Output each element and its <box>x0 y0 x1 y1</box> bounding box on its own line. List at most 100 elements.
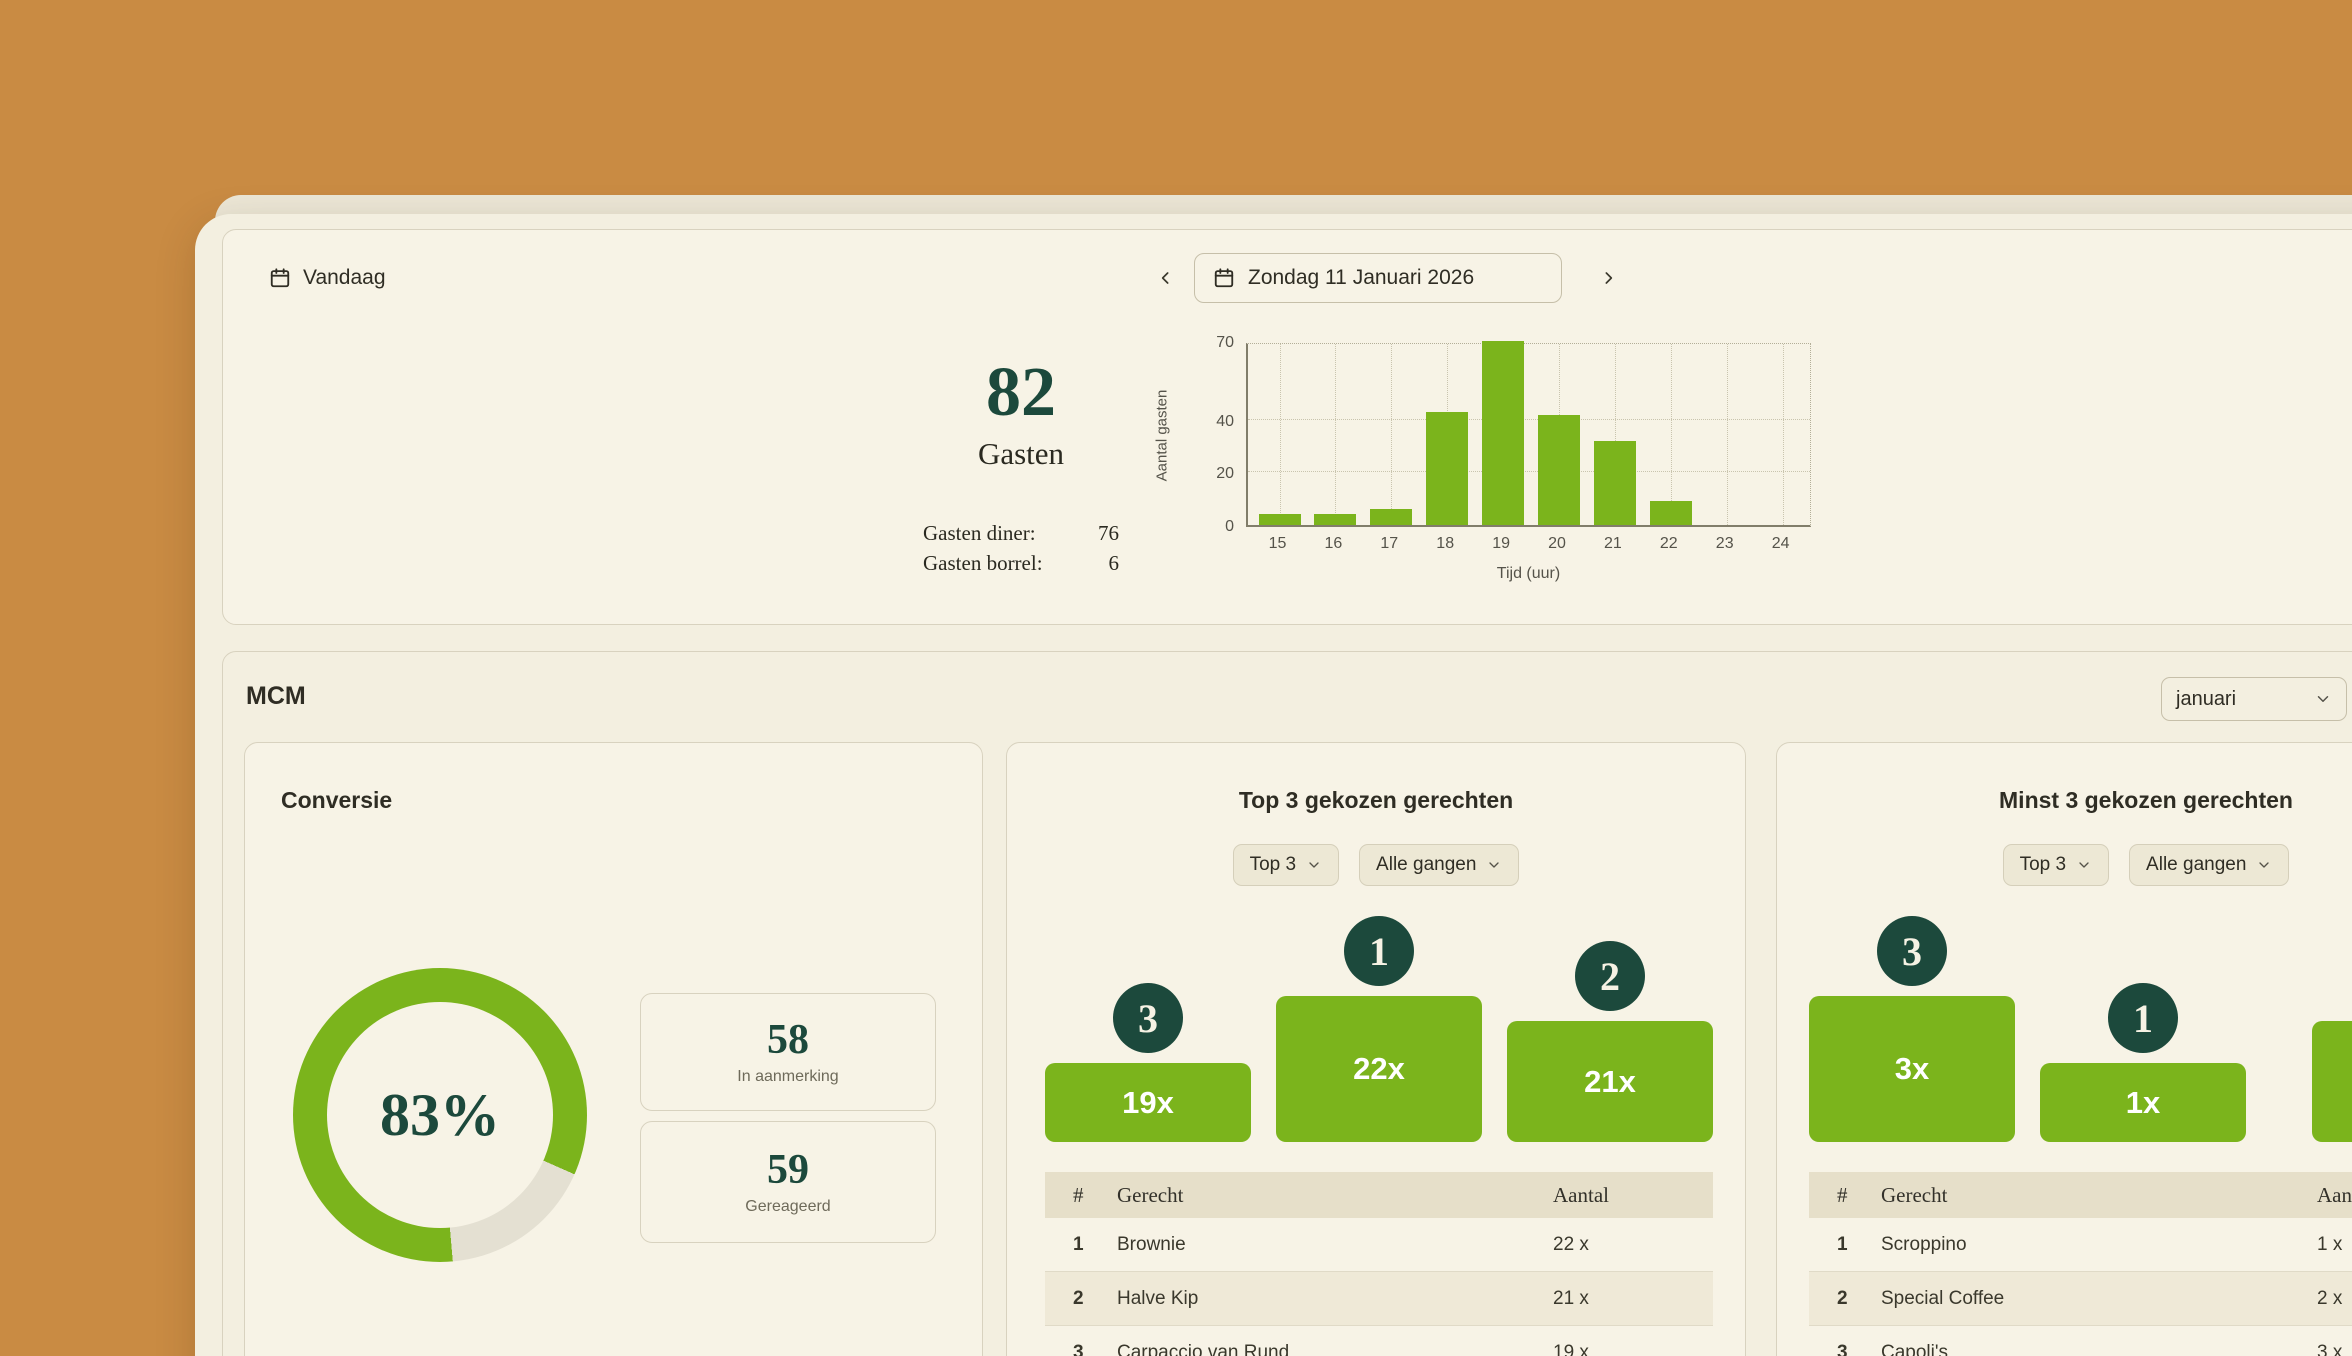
y-tick-label: 0 <box>1225 518 1234 535</box>
x-tick-label: 19 <box>1492 535 1510 552</box>
chevron-down-icon <box>1489 862 1500 868</box>
chart-bar <box>1258 514 1301 525</box>
y-tick-label: 20 <box>1216 465 1234 483</box>
guest-breakdown: Gasten diner: 76 Gasten borrel: 6 <box>923 518 1119 578</box>
in-aanmerking-value: 58 <box>767 1016 809 1063</box>
podium-column: 3 3x <box>1809 862 2015 1142</box>
table-cell: 21 x <box>1553 1287 1589 1309</box>
table-header-cell: Aantal <box>2317 1182 2352 1207</box>
x-tick-label: 20 <box>1548 535 1566 552</box>
gereageerd-label: Gereageerd <box>745 1197 831 1215</box>
borrel-label: Gasten borrel: <box>923 551 1043 575</box>
filter-label: Top 3 <box>1249 854 1297 875</box>
podium-bar: 19x <box>1045 1063 1251 1142</box>
donut-hole: 83% <box>327 1002 553 1228</box>
chevron-down-icon <box>2317 696 2329 702</box>
podium-column: 1 22x <box>1276 862 1482 1142</box>
chevron-down-icon <box>2259 862 2270 868</box>
podium-bar: 22x <box>1276 996 1482 1142</box>
podium-bar: 3x <box>1809 996 2015 1142</box>
date-picker[interactable]: Zondag 11 Januari 2026 <box>1194 253 1562 303</box>
today-label[interactable]: Vandaag <box>269 266 386 290</box>
conversie-card: Conversie 83% 58 In aanmerking 59 Gereag… <box>244 742 983 1356</box>
table-cell: 1 <box>1837 1233 1848 1255</box>
chart-bar <box>1538 415 1580 525</box>
chart-plot <box>1246 341 1811 527</box>
conversion-percentage: 83% <box>380 1081 500 1148</box>
rank-filter-dropdown[interactable]: Top 3 <box>1232 844 1340 886</box>
chart-bar <box>1370 509 1413 525</box>
chart-bar <box>1649 501 1692 525</box>
table-row: 2 Halve Kip 21 x <box>1045 1272 1713 1326</box>
diner-label: Gasten diner: <box>923 521 1036 545</box>
guest-count-block: 82 Gasten <box>891 358 1151 472</box>
guest-count: 82 <box>986 354 1056 431</box>
table-cell: 3 <box>1073 1341 1084 1356</box>
x-tick-label: 23 <box>1715 535 1734 552</box>
grid-line <box>1248 471 1810 473</box>
calendar-icon <box>1214 268 1234 288</box>
rank-badge: 2 <box>1575 941 1645 1011</box>
x-tick-label: 15 <box>1268 535 1287 552</box>
top3-title: Top 3 gekozen gerechten <box>1238 787 1514 813</box>
y-tick-label: 40 <box>1216 412 1234 430</box>
y-tick-label: 70 <box>1216 334 1234 351</box>
borrel-value: 6 <box>1108 551 1120 575</box>
course-filter-dropdown[interactable]: Alle gangen <box>2129 844 2290 886</box>
chevron-right-icon <box>1605 272 1613 284</box>
x-tick-label: 24 <box>1771 535 1790 552</box>
table-cell: 1 <box>1073 1233 1084 1255</box>
table-cell: 3 <box>1837 1341 1848 1356</box>
table-cell: Scroppino <box>1881 1233 1967 1255</box>
today-label-text: Vandaag <box>303 266 386 289</box>
diner-row: Gasten diner: 76 <box>923 518 1119 548</box>
x-tick-label: 21 <box>1603 535 1622 552</box>
app-window: Vandaag Zondag 11 Januari 2026 82 Gasten <box>195 214 2352 1356</box>
table-cell: 19 x <box>1553 1341 1589 1356</box>
mcm-title: MCM <box>246 682 306 710</box>
minst3-filters: Top 3 Alle gangen <box>1777 844 2352 886</box>
grid-line <box>1670 344 1672 525</box>
in-aanmerking-label: In aanmerking <box>737 1067 839 1085</box>
grid-line <box>1335 344 1337 525</box>
table-header-cell: # <box>1073 1182 1084 1207</box>
course-filter-dropdown[interactable]: Alle gangen <box>1359 844 1520 886</box>
grid-line <box>1726 344 1728 525</box>
minst3-title: Minst 3 gekozen gerechten <box>1999 787 2293 813</box>
rank-badge: 3 <box>1877 916 1947 986</box>
x-tick-label: 16 <box>1324 535 1343 552</box>
table-cell: 2 x <box>2317 1287 2343 1309</box>
chevron-left-icon <box>1161 272 1169 284</box>
table-row: 3 Carpaccio van Rund 19 x <box>1045 1326 1713 1356</box>
month-select-value: januari <box>2176 687 2237 710</box>
chevron-down-icon <box>1309 862 1319 868</box>
rank-filter-dropdown[interactable]: Top 3 <box>2002 844 2110 886</box>
table-cell: 2 <box>1073 1287 1084 1309</box>
diner-value: 76 <box>1098 521 1119 545</box>
chart-xticks: 15 16 17 18 19 20 21 22 23 24 <box>1246 535 1811 557</box>
table-cell: Carpaccio van Rund <box>1117 1341 1290 1356</box>
table-cell: Brownie <box>1117 1233 1186 1255</box>
table-cell: 22 x <box>1553 1233 1589 1255</box>
grid-line <box>1279 344 1281 525</box>
grid-line <box>1391 344 1393 525</box>
gereageerd-box: 59 Gereageerd <box>640 1121 936 1243</box>
prev-date-button[interactable] <box>1145 257 1187 299</box>
podium-bar: 2x <box>2312 1021 2352 1142</box>
gereageerd-value: 59 <box>767 1146 809 1193</box>
chart-bar <box>1482 341 1525 525</box>
next-date-button[interactable] <box>1587 257 1629 299</box>
date-label: Zondag 11 Januari 2026 <box>1248 266 1475 289</box>
guests-per-hour-chart: Aantal gasten 0 20 40 70 15 16 17 18 19 20 21 22 23… <box>1154 334 1811 582</box>
table-row: 2 Special Coffee 2 x <box>1809 1272 2352 1326</box>
table-cell: Capoli's <box>1881 1341 1948 1356</box>
top3-card: Top 3 gekozen gerechten Top 3 Alle gange… <box>1006 742 1746 1356</box>
chart-ylabels: 0 20 40 70 <box>1190 334 1234 535</box>
month-select[interactable]: januari <box>2161 677 2347 721</box>
podium-bar: 21x <box>1507 1021 1713 1142</box>
conversion-donut: 83% <box>293 968 587 1262</box>
rank-badge: 3 <box>1113 983 1183 1053</box>
table-cell: 2 <box>1837 1287 1848 1309</box>
top3-filters: Top 3 Alle gangen <box>1007 844 1745 886</box>
filter-label: Top 3 <box>2019 854 2067 875</box>
